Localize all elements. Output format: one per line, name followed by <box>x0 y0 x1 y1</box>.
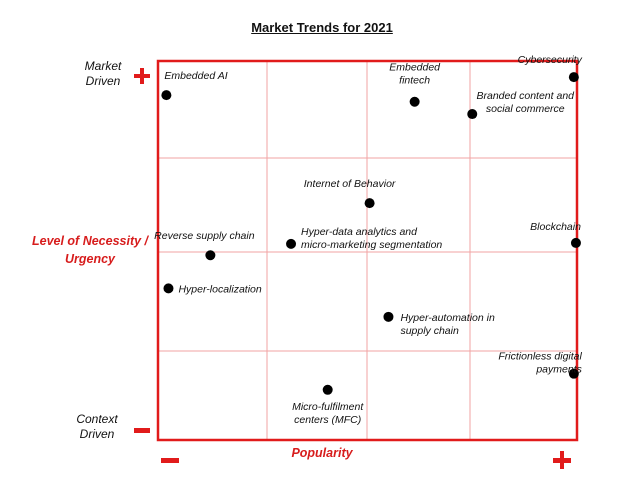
data-point-12 <box>322 384 333 395</box>
minus-icon-y <box>134 428 150 433</box>
data-point-2 <box>409 96 420 107</box>
data-point-11 <box>568 368 579 379</box>
chart-title: Market Trends for 2021 <box>251 20 393 35</box>
plot-border <box>156 59 579 442</box>
data-point-8 <box>570 237 581 248</box>
data-label-11-line-2: payments <box>535 364 582 376</box>
data-label-12-line-2: centers (MFC) <box>294 414 361 426</box>
data-label-8: Blockchain <box>530 221 581 233</box>
data-label-10-line-2: supply chain <box>400 325 459 337</box>
data-point-1 <box>161 90 172 101</box>
y-axis-label: Level of Necessity / Urgency <box>20 232 160 268</box>
y-axis-label-line-2: Urgency <box>64 252 116 266</box>
minus-icon-x <box>161 458 179 463</box>
data-label-7-line-2: micro-marketing segmentation <box>301 239 442 251</box>
data-label-4-line-2: social commerce <box>486 103 565 115</box>
y-top-label: Market Driven <box>66 59 140 89</box>
data-point-5 <box>364 198 375 209</box>
y-axis-label-line-1: Level of Necessity / <box>31 234 149 248</box>
data-label-4-line-1: Branded content and <box>477 90 576 102</box>
data-label-6: Reverse supply chain <box>154 230 255 242</box>
data-label-3: Cybersecurity <box>518 54 583 66</box>
data-point-6 <box>205 250 216 261</box>
data-label-11-line-1: Frictionless digital <box>498 351 582 363</box>
data-label-7-line-1: Hyper-data analytics and <box>301 226 418 238</box>
data-point-7 <box>286 238 297 249</box>
y-bottom-label: Context Driven <box>60 412 134 442</box>
data-point-10 <box>383 311 394 322</box>
y-bottom-label-line-2: Driven <box>79 427 115 441</box>
plus-icon-x-vertical <box>560 451 564 469</box>
data-point-4 <box>467 109 478 120</box>
data-label-12-line-1: Micro-fulfilment <box>292 401 364 413</box>
data-label-2-line-1: Embedded <box>389 62 441 74</box>
data-label-10-line-1: Hyper-automation in <box>400 312 495 324</box>
data-label-2-line-2: fintech <box>399 75 430 87</box>
data-point-9 <box>163 283 174 294</box>
data-label-9: Hyper-localization <box>178 283 261 295</box>
plus-icon-top-vertical <box>140 68 144 84</box>
y-bottom-label-line-1: Context <box>76 412 118 426</box>
data-label-1: Embedded AI <box>164 70 227 82</box>
y-top-label-line-1: Market <box>84 59 122 73</box>
data-label-5: Internet of Behavior <box>304 178 396 190</box>
y-top-label-line-2: Driven <box>85 74 121 88</box>
data-point-3 <box>568 72 579 83</box>
x-axis-label: Popularity <box>291 446 353 460</box>
